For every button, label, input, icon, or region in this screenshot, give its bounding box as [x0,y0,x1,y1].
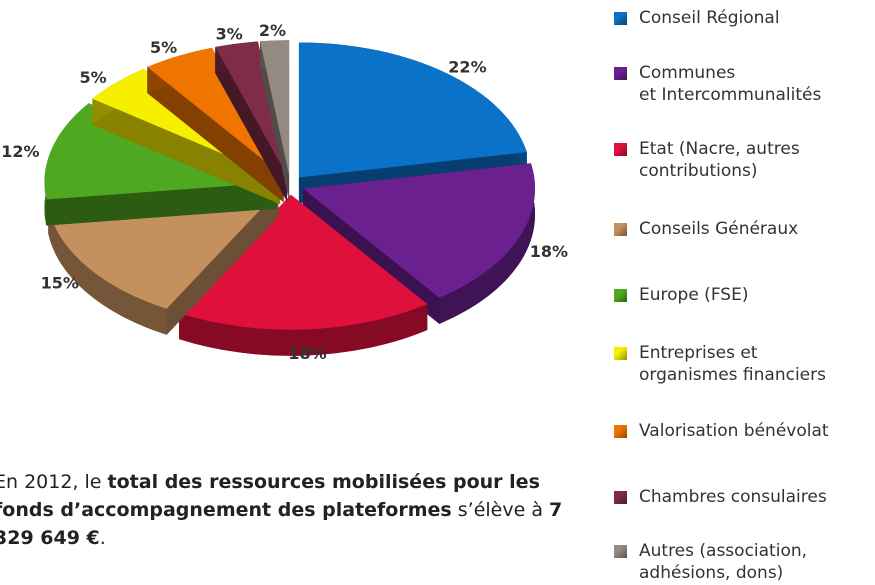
data-label: 2% [259,21,286,40]
note-text: s’élève à [451,499,550,521]
legend-label: Etat (Nacre, autres contributions) [639,139,800,181]
legend-swatch [614,223,627,236]
slice [260,40,290,202]
note-text: En 2012, le [0,471,108,493]
slice-wall [215,47,287,202]
data-label: 5% [150,38,177,57]
legend-item: Autres (association, adhésions, dons) [614,540,807,584]
slice-side [48,207,167,335]
slice-top [147,47,284,177]
legend-label: Entreprises et organismes financiers [639,343,826,385]
note-bold: total des ressources mobilisées pour les… [0,471,540,521]
legend-item: Chambres consulaires [614,486,827,508]
legend-item: Etat (Nacre, autres contributions) [614,138,800,182]
slice [303,163,536,324]
note: En 2012, le total des ressources mobilis… [0,468,566,552]
note-text: . [99,527,106,549]
legend-label: Communes et Intercommunalités [639,63,822,105]
data-label: 18% [288,344,326,363]
data-label: 15% [41,274,79,293]
pie-chart: 22% 18% 18% 15% 12% 5% 5% 3% 2% [1,21,568,363]
slice-wall [46,182,277,226]
legend-swatch [614,425,627,438]
slice-top [303,163,536,298]
slice-side [439,163,536,324]
legend-swatch [614,289,627,302]
legend-label: Chambres consulaires [639,487,827,507]
legend-item: Communes et Intercommunalités [614,62,821,106]
legend-swatch [614,67,627,80]
legend-item: Europe (FSE) [614,284,748,306]
legend-swatch [614,545,627,558]
note-bold: 7 329 649 € [0,499,563,549]
data-label: 22% [448,58,486,77]
data-label: 5% [80,68,107,87]
slice-wall [166,190,279,335]
legend-item: Conseils Généraux [614,218,798,240]
slice-top [179,194,428,330]
legend-label: Valorisation bénévolat [639,421,829,441]
legend-item: Conseil Régional [614,7,780,29]
slice-top [298,42,527,178]
slice-wall [147,67,284,203]
slice-wall [260,41,290,202]
legend-swatch [614,12,627,25]
slice-wall [92,98,281,205]
legend-swatch [614,491,627,504]
legend-item: Valorisation bénévolat [614,420,829,442]
legend-swatch [614,143,627,156]
data-label: 12% [1,142,39,161]
data-label: 3% [216,24,243,43]
legend-swatch [614,347,627,360]
legend-label: Conseils Généraux [639,219,799,239]
legend-label: Autres (association, adhésions, dons) [639,541,808,583]
slice-top [215,41,287,176]
legend-label: Conseil Régional [639,8,780,28]
slice-side [179,303,428,356]
slice-top [260,40,290,176]
legend-label: Europe (FSE) [639,285,749,305]
legend-item: Entreprises et organismes financiers [614,342,826,386]
data-label: 18% [530,242,568,261]
